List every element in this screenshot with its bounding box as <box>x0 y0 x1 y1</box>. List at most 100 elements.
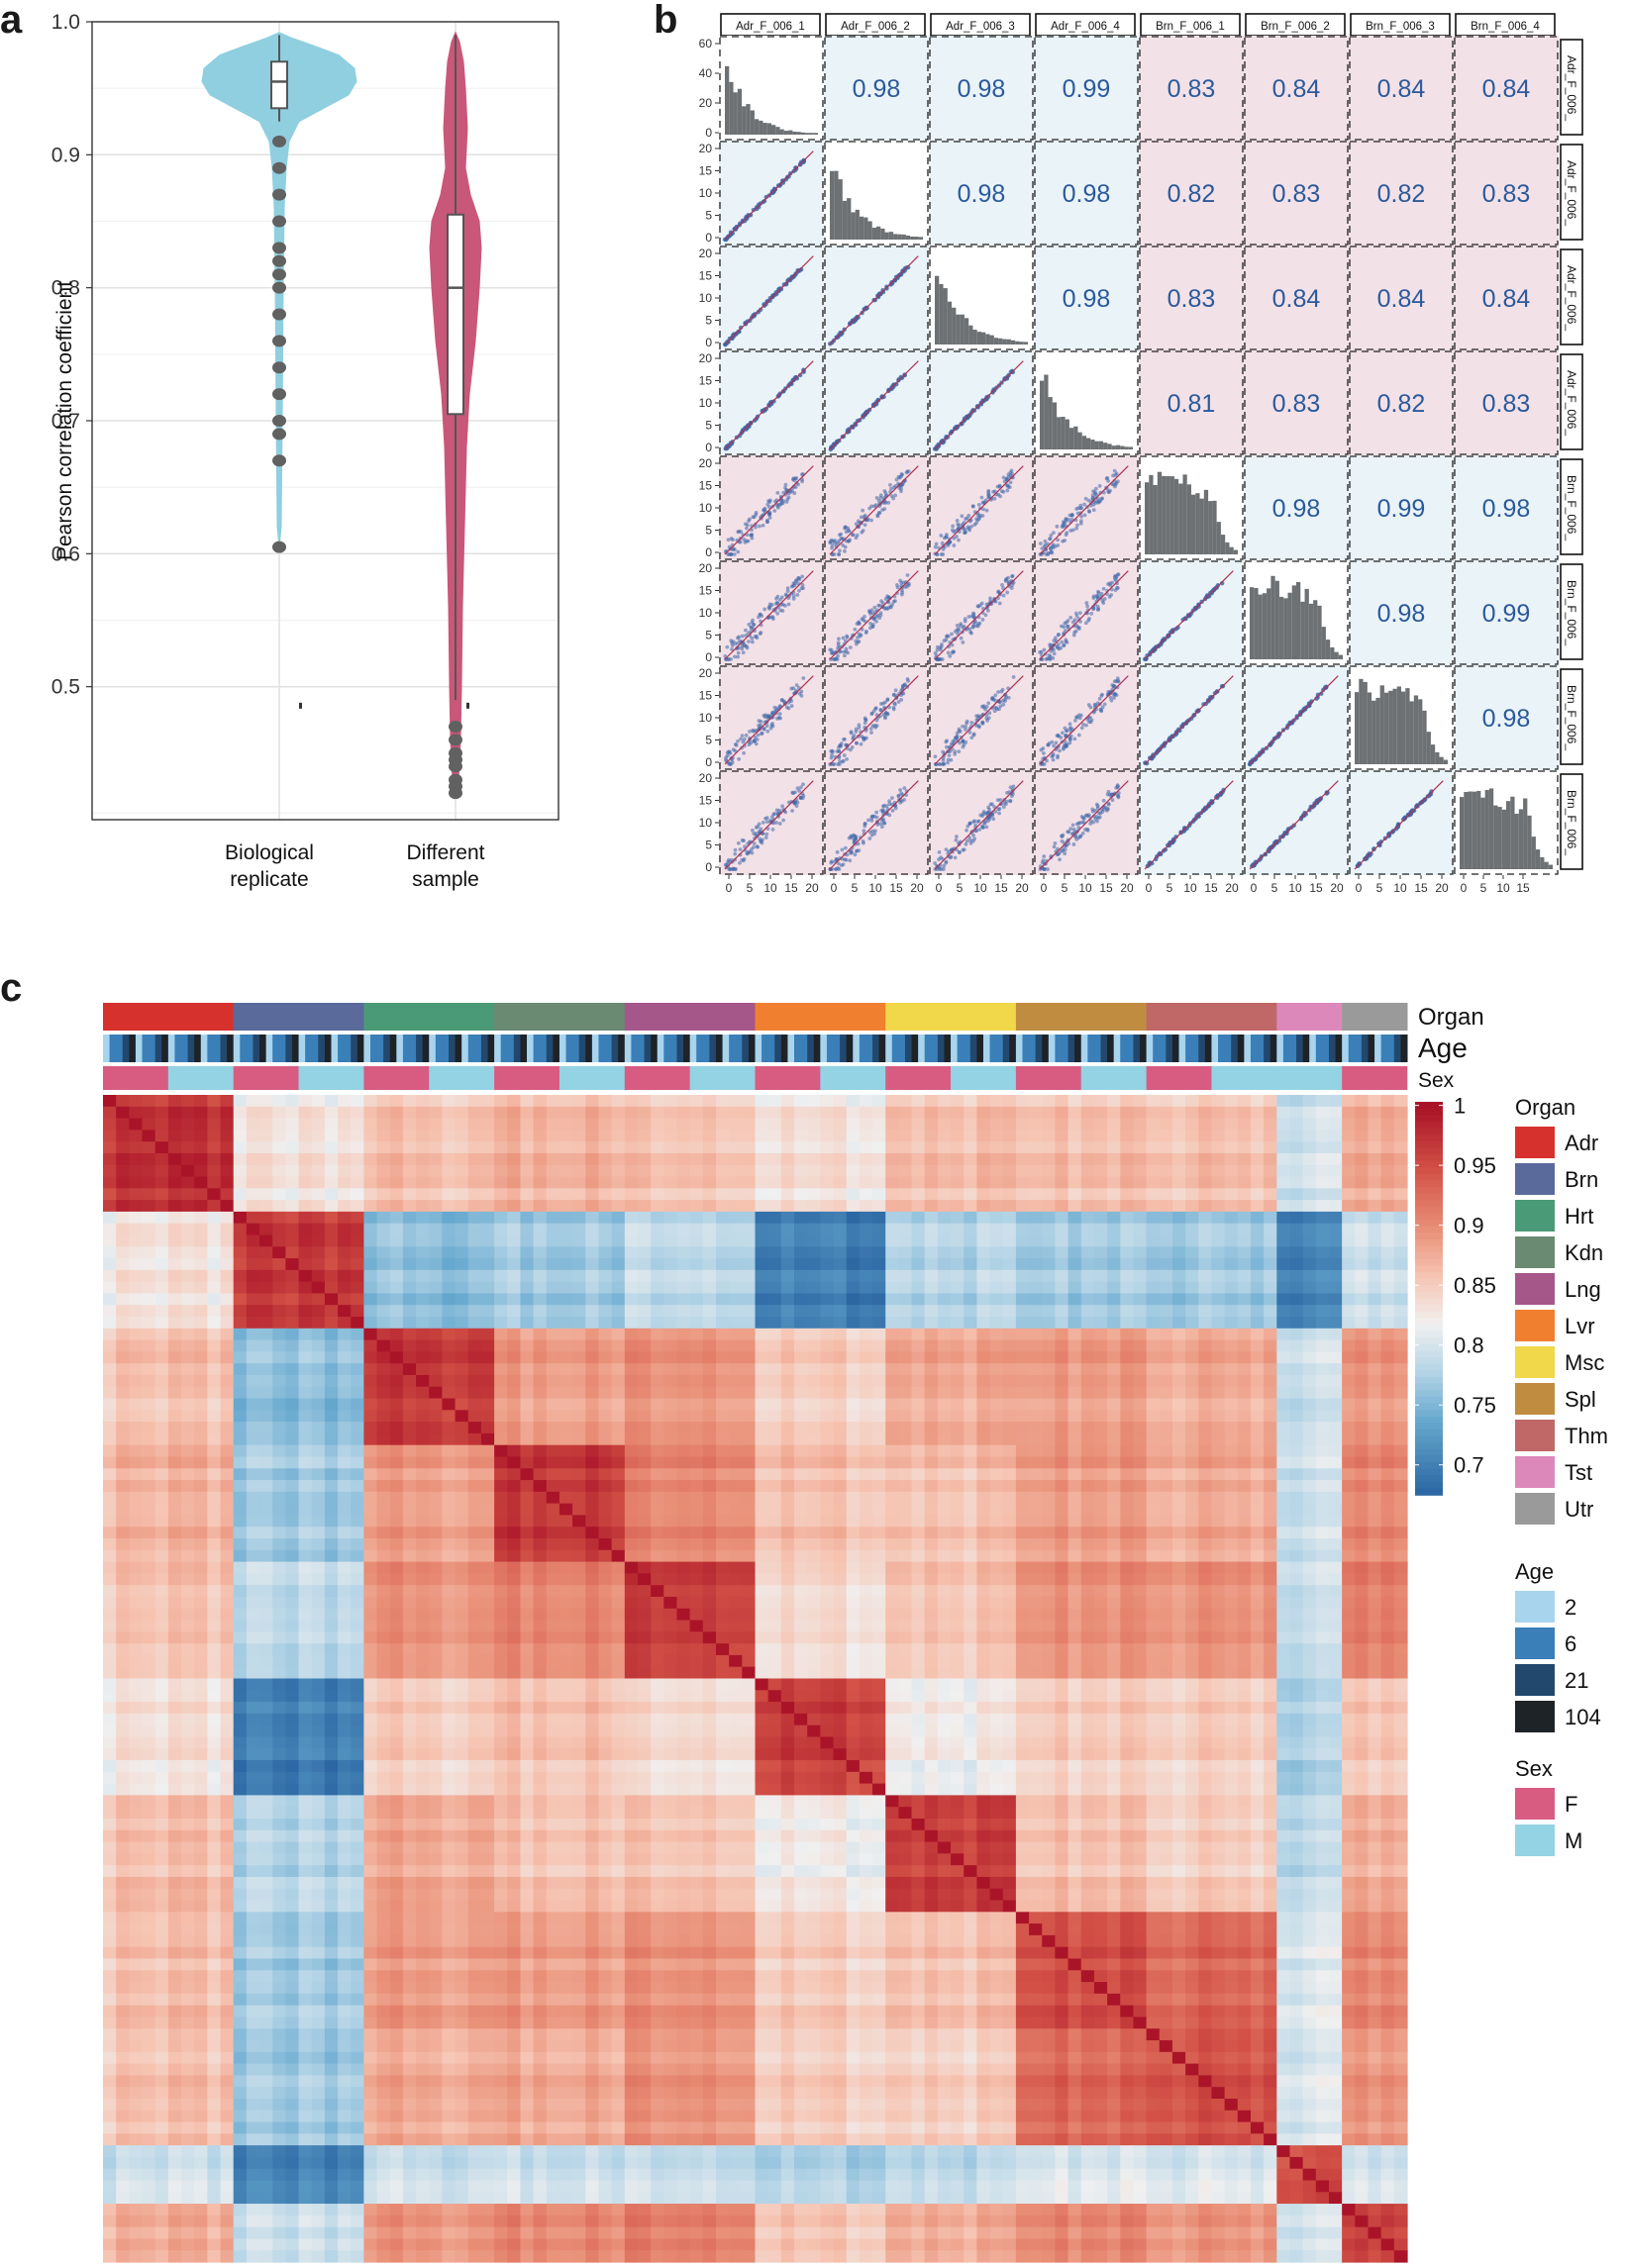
heatmap-cell <box>1315 1095 1330 1108</box>
heatmap-cell <box>455 1200 469 1213</box>
scatter-point <box>1006 696 1011 700</box>
scatter-point <box>1425 794 1430 799</box>
heatmap-cell <box>1328 1152 1343 1166</box>
scatter-point <box>1010 787 1015 792</box>
heatmap-cell <box>767 1118 782 1131</box>
scatter-point <box>956 739 961 743</box>
scatter-point <box>997 483 1002 488</box>
heatmap-cell <box>1029 1106 1043 1120</box>
histogram-bar <box>1073 426 1078 449</box>
scatter-point <box>1110 798 1115 803</box>
scatter-point <box>863 718 868 722</box>
x-tick-label: 5 <box>1376 881 1383 895</box>
heatmap-cell <box>663 1223 678 1236</box>
scatter-point <box>874 819 879 824</box>
scatter-point <box>733 847 738 852</box>
scatter-point <box>886 387 891 392</box>
scatter-point <box>759 830 763 835</box>
scatter-point <box>1113 573 1118 578</box>
scatter-point <box>799 586 804 591</box>
scatter-point <box>1252 861 1257 866</box>
sex-annotation-cell <box>167 1066 234 1090</box>
scatter-point <box>1064 519 1068 524</box>
heatmap-cell <box>1250 1141 1265 1154</box>
scatter-point <box>881 818 886 823</box>
histogram-bar <box>1103 443 1108 449</box>
scatter-point <box>1269 845 1273 850</box>
scatter-point <box>738 325 744 331</box>
correlation-value: 0.98 <box>1482 705 1531 733</box>
heatmap-cell <box>285 1188 300 1201</box>
heatmap-cell <box>351 1200 364 1213</box>
scatter-point <box>1008 799 1013 804</box>
heatmap-cell <box>1302 1176 1317 1189</box>
heatmap-cell <box>924 1234 939 1247</box>
scatter-point <box>784 174 790 180</box>
scatter-point <box>1186 718 1191 723</box>
cell-background <box>1034 141 1139 246</box>
scatter-point <box>737 540 742 544</box>
scatter-point <box>801 368 806 373</box>
heatmap-cell <box>1015 1152 1030 1166</box>
heatmap-cell <box>572 1176 586 1189</box>
scatter-point <box>902 786 907 791</box>
scatter-point <box>861 529 865 533</box>
scatter-point <box>761 523 765 528</box>
heatmap-cell <box>1289 1095 1304 1108</box>
age-annotation-cell <box>813 1035 821 1062</box>
scatter-point <box>906 469 911 474</box>
scatter-point <box>1046 742 1051 747</box>
scatter-point <box>1167 738 1171 742</box>
age-annotation-cell <box>474 1035 482 1062</box>
scatter-point <box>957 842 962 847</box>
scatter-point <box>889 385 894 390</box>
heatmap-cell <box>507 1176 522 1189</box>
scatter-point <box>1057 851 1062 856</box>
scatter-point <box>1376 840 1382 846</box>
heatmap-cell <box>676 1234 691 1247</box>
scatter-point <box>793 375 798 380</box>
heatmap-cell <box>1289 1234 1304 1247</box>
age-annotation-cell <box>1204 1035 1212 1062</box>
cell-background <box>824 770 929 875</box>
scatter-point <box>831 749 835 754</box>
age-annotation-cell <box>272 1035 280 1062</box>
scatter-point <box>776 393 781 398</box>
cell-border <box>1349 455 1454 560</box>
heatmap-cell <box>611 1234 626 1247</box>
scatter-point <box>1258 856 1264 861</box>
scatter-point <box>1082 513 1087 518</box>
scatter-point <box>957 840 962 845</box>
scatter-point <box>830 867 835 871</box>
heatmap-cell <box>429 1200 444 1213</box>
heatmap-cell <box>624 1200 639 1213</box>
mean-mark <box>299 702 302 709</box>
scatter-point <box>828 762 833 766</box>
scatter-point <box>750 528 754 533</box>
correlation-value: 0.84 <box>1377 285 1426 313</box>
scatter-point <box>769 819 774 824</box>
scatter-point <box>1112 574 1117 579</box>
heatmap-cell <box>1093 1152 1108 1166</box>
heatmap-cell <box>272 1200 286 1213</box>
scatter-point <box>958 526 963 531</box>
column-label: Brn_F_006_4 <box>1471 21 1540 33</box>
scatter-point <box>763 406 769 412</box>
heatmap-cell <box>702 1130 717 1142</box>
scatter-point <box>1093 491 1097 496</box>
scatter-point <box>902 797 907 802</box>
scatter-point <box>933 867 938 871</box>
scatter-point <box>1060 838 1065 843</box>
scatter-point <box>839 537 844 541</box>
heatmap-cell <box>1107 1141 1121 1154</box>
heatmap-cell <box>272 1152 286 1166</box>
cell-border <box>1139 455 1244 560</box>
scatter-point <box>770 724 775 729</box>
heatmap-cell <box>1002 1176 1017 1189</box>
scatter-point <box>838 649 843 654</box>
scatter-point <box>772 292 777 298</box>
heatmap-cell <box>1042 1200 1057 1213</box>
heatmap-cell <box>416 1246 430 1259</box>
scatter-point <box>836 541 841 545</box>
heatmap-cell <box>298 1152 313 1166</box>
